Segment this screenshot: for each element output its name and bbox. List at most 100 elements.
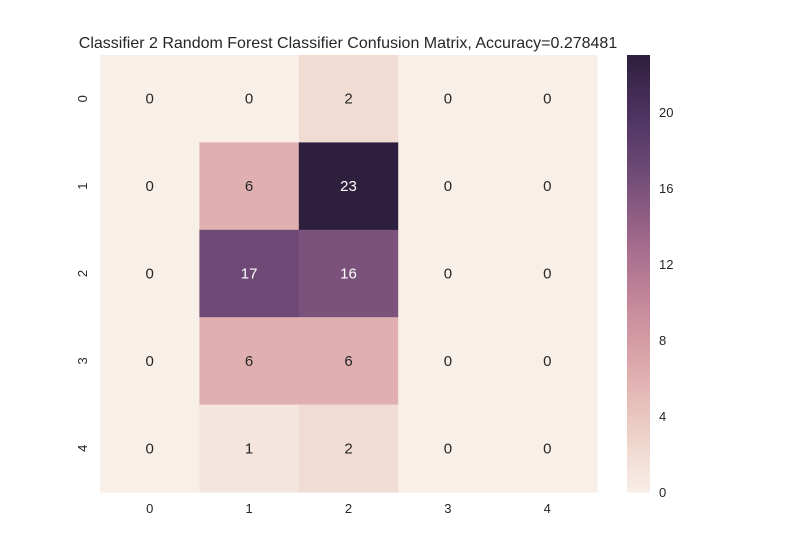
cell-value-label: 17 bbox=[241, 266, 258, 283]
colorbar-segment bbox=[627, 109, 650, 114]
colorbar-segment bbox=[627, 298, 650, 304]
colorbar-segment bbox=[627, 488, 650, 493]
colorbar-segment bbox=[627, 379, 650, 384]
colorbar-segment bbox=[627, 444, 650, 449]
y-tick-label: 0 bbox=[75, 95, 90, 102]
colorbar-segment bbox=[627, 462, 650, 468]
heatmap-cell-r1-c4 bbox=[497, 142, 598, 231]
chart-title: Classifier 2 Random Forest Classifier Co… bbox=[79, 35, 618, 52]
colorbar-segment bbox=[627, 167, 650, 173]
heatmap-cell-r3-c3 bbox=[398, 317, 499, 406]
heatmap-cell-r2-c3 bbox=[398, 229, 499, 318]
colorbar-segment bbox=[627, 84, 650, 89]
colorbar-tick-label: 20 bbox=[659, 105, 673, 120]
cell-value-label: 0 bbox=[543, 178, 551, 195]
colorbar-segment bbox=[627, 357, 650, 362]
cell-value-label: 6 bbox=[344, 353, 352, 370]
colorbar-segment bbox=[627, 160, 650, 165]
colorbar-segment bbox=[627, 149, 650, 154]
cell-value-label: 0 bbox=[444, 178, 452, 195]
heatmap-cell-r2-c2 bbox=[298, 229, 399, 318]
heatmap-cell-r1-c1 bbox=[199, 142, 300, 231]
heatmap-cell-r1-c2 bbox=[298, 142, 399, 231]
colorbar-segment bbox=[627, 382, 650, 387]
colorbar-segment bbox=[627, 473, 650, 479]
colorbar-tick-label: 0 bbox=[659, 485, 666, 500]
colorbar-segment bbox=[627, 73, 650, 78]
colorbar-segment bbox=[627, 295, 650, 300]
heatmap-cell-r4-c3 bbox=[398, 404, 499, 493]
colorbar-segment bbox=[627, 481, 650, 486]
colorbar-segment bbox=[627, 175, 650, 180]
heatmap-cell-r4-c2 bbox=[298, 404, 399, 493]
heatmap-cell-r4-c4 bbox=[497, 404, 598, 493]
colorbar-ticks: 0 4 8 12 16 20 bbox=[659, 105, 673, 500]
x-tick-label: 3 bbox=[444, 501, 451, 516]
cell-value-label: 1 bbox=[245, 440, 253, 457]
colorbar-segment bbox=[627, 233, 650, 238]
colorbar-segment bbox=[627, 229, 650, 235]
heatmap-cell-labels: 0 0 2 0 0 0 6 23 0 0 0 17 16 0 0 0 6 6 0 0 0 1 2 0 0 bbox=[146, 91, 552, 458]
colorbar-segment bbox=[627, 364, 650, 369]
colorbar-segment bbox=[627, 342, 650, 347]
x-tick-label: 1 bbox=[245, 501, 252, 516]
cell-value-label: 0 bbox=[146, 178, 154, 195]
colorbar-segment bbox=[627, 76, 650, 82]
colorbar-segment bbox=[627, 302, 650, 307]
colorbar-tick-label: 16 bbox=[659, 181, 673, 196]
colorbar-segment bbox=[627, 404, 650, 409]
colorbar-segment bbox=[627, 459, 650, 464]
colorbar-segment bbox=[627, 422, 650, 428]
colorbar-segment bbox=[627, 222, 650, 227]
colorbar-segment bbox=[627, 178, 650, 184]
colorbar-segment bbox=[627, 207, 650, 213]
heatmap-cell-r2-c4 bbox=[497, 229, 598, 318]
colorbar-segment bbox=[627, 309, 650, 315]
colorbar-segment bbox=[627, 120, 650, 125]
colorbar-segment bbox=[627, 248, 650, 253]
y-tick-label: 2 bbox=[75, 270, 90, 277]
colorbar-segment bbox=[627, 317, 650, 322]
cell-value-label: 0 bbox=[444, 440, 452, 457]
colorbar-segment bbox=[627, 226, 650, 231]
heatmap-cell-r3-c2 bbox=[298, 317, 399, 406]
cell-value-label: 0 bbox=[444, 91, 452, 108]
colorbar-segment bbox=[627, 335, 650, 340]
colorbar-segment bbox=[627, 360, 650, 366]
cell-value-label: 0 bbox=[543, 440, 551, 457]
colorbar-segment bbox=[627, 215, 650, 220]
colorbar-segment bbox=[627, 153, 650, 158]
colorbar-segment bbox=[627, 69, 650, 74]
cell-value-label: 0 bbox=[146, 353, 154, 370]
cell-value-label: 6 bbox=[245, 353, 253, 370]
colorbar-segment bbox=[627, 193, 650, 198]
colorbar-segment bbox=[627, 324, 650, 329]
colorbar-segment bbox=[627, 269, 650, 275]
colorbar-segment bbox=[627, 146, 650, 151]
colorbar-segment bbox=[627, 331, 650, 337]
colorbar-segment bbox=[627, 258, 650, 264]
colorbar-segment bbox=[627, 127, 650, 133]
colorbar-segment bbox=[627, 62, 650, 67]
cell-value-label: 0 bbox=[444, 266, 452, 283]
cell-value-label: 16 bbox=[340, 266, 357, 283]
colorbar-tick-label: 4 bbox=[659, 409, 666, 424]
colorbar-segment bbox=[627, 397, 650, 402]
colorbar-segment bbox=[627, 375, 650, 380]
colorbar-segment bbox=[627, 91, 650, 96]
colorbar-segment bbox=[627, 189, 650, 194]
colorbar-segment bbox=[627, 390, 650, 395]
colorbar-segment bbox=[627, 484, 650, 489]
colorbar-segment bbox=[627, 244, 650, 249]
colorbar-segment bbox=[627, 288, 650, 293]
colorbar-segment bbox=[627, 98, 650, 103]
heatmap-cell-r0-c2 bbox=[298, 55, 399, 143]
colorbar-segment bbox=[627, 320, 650, 326]
colorbar-segment bbox=[627, 415, 650, 420]
colorbar-segment bbox=[627, 65, 650, 71]
y-tick-label: 4 bbox=[75, 445, 90, 452]
colorbar-segment bbox=[627, 251, 650, 256]
heatmap-cell-r2-c0 bbox=[100, 229, 200, 318]
colorbar-segment bbox=[627, 266, 650, 271]
colorbar-segment bbox=[627, 87, 650, 93]
